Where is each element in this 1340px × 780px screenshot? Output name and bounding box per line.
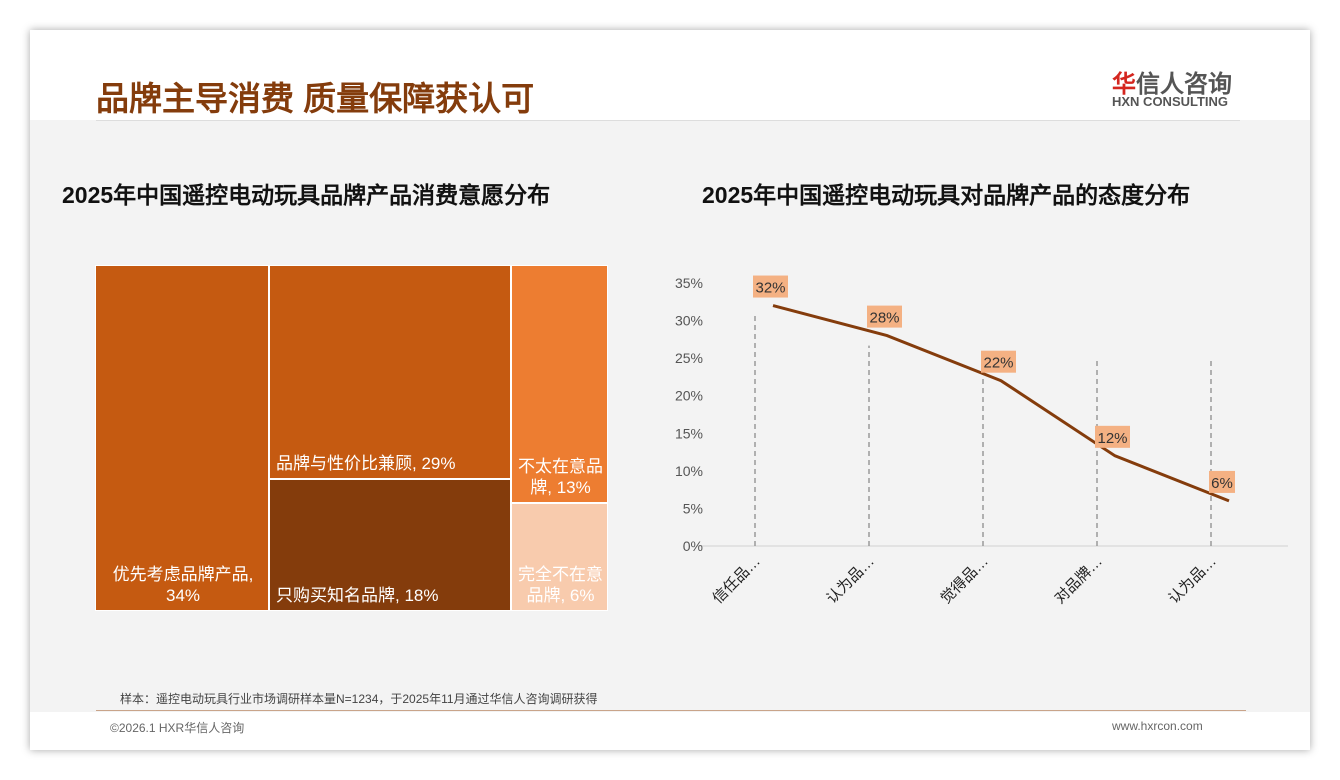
- y-tick-label: 30%: [675, 313, 703, 329]
- divider: [96, 120, 1240, 121]
- y-tick-label: 35%: [675, 275, 703, 291]
- y-tick-label: 10%: [675, 463, 703, 479]
- header: 品牌主导消费 质量保障获认可 华信人咨询 HXN CONSULTING: [30, 30, 1310, 120]
- data-label-bg: [1209, 470, 1235, 493]
- y-tick-label: 0%: [683, 538, 703, 554]
- y-tick-label: 25%: [675, 350, 703, 366]
- page-title: 品牌主导消费 质量保障获认可: [96, 80, 535, 117]
- slide: 品牌主导消费 质量保障获认可 华信人咨询 HXN CONSULTING 2025…: [30, 30, 1310, 750]
- treemap-title: 2025年中国遥控电动玩具品牌产品消费意愿分布: [62, 182, 551, 208]
- data-label: 32%: [755, 280, 785, 297]
- line-chart-title: 2025年中国遥控电动玩具对品牌产品的态度分布: [702, 182, 1191, 208]
- data-label: 6%: [1211, 475, 1233, 492]
- divider: [96, 710, 1246, 711]
- footer: ©2026.1 HXR华信人咨询 www.hxrcon.com: [30, 712, 1310, 750]
- x-tick-label: 对品牌…: [1051, 553, 1105, 607]
- data-label-bg: [867, 305, 902, 328]
- data-label-bg: [753, 275, 788, 298]
- treemap-cell: 只购买知名品牌, 18%: [269, 479, 511, 611]
- website-link[interactable]: www.hxrcon.com: [1112, 719, 1203, 733]
- treemap-cell: 完全不在意品牌, 6%: [511, 503, 608, 611]
- data-label: 22%: [983, 355, 1013, 372]
- copyright: ©2026.1 HXR华信人咨询: [110, 721, 245, 735]
- logo: 华信人咨询: [1112, 71, 1232, 98]
- data-label: 28%: [869, 310, 899, 327]
- data-label-bg: [1095, 425, 1130, 448]
- x-tick-label: 认为品…: [1165, 553, 1219, 607]
- treemap-cell: 品牌与性价比兼顾, 29%: [269, 265, 511, 479]
- data-label-bg: [981, 350, 1016, 373]
- treemap-cell: 优先考虑品牌产品, 34%: [95, 265, 269, 611]
- x-tick-label: 认为品…: [823, 553, 877, 607]
- x-tick-label: 觉得品…: [937, 553, 991, 607]
- treemap-cell: 不太在意品牌, 13%: [511, 265, 608, 503]
- series-line: [772, 304, 1230, 503]
- y-tick-label: 5%: [683, 500, 703, 516]
- y-tick-label: 15%: [675, 425, 703, 441]
- x-tick-label: 信任品…: [709, 553, 763, 607]
- logo-en: HXN CONSULTING: [1112, 94, 1229, 109]
- data-label: 12%: [1097, 430, 1127, 447]
- sample-note: 样本：遥控电动玩具行业市场调研样本量N=1234，于2025年11月通过华信人咨…: [120, 692, 598, 706]
- y-tick-label: 20%: [675, 388, 703, 404]
